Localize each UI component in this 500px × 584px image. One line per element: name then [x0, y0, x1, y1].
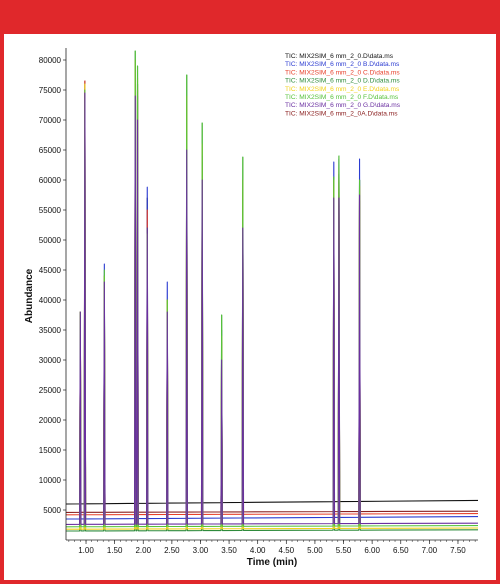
y-tick-label: 25000: [39, 386, 62, 395]
y-tick-label: 70000: [39, 116, 62, 125]
x-tick-label: 4.50: [279, 546, 295, 555]
x-tick-label: 4.00: [250, 546, 266, 555]
plot-area-background: [66, 48, 478, 540]
y-tick-label: 5000: [43, 506, 61, 515]
legend-entry: TIC: MIX2SIM_6 mm_2_0A.D\data.ms: [285, 110, 398, 117]
y-tick-label: 55000: [39, 206, 62, 215]
y-tick-label: 35000: [39, 326, 62, 335]
y-tick-label: 15000: [39, 446, 62, 455]
x-tick-label: 6.50: [393, 546, 409, 555]
y-tick-label: 80000: [39, 56, 62, 65]
legend-entry: TIC: MIX2SIM_6 mm_2_0 E.D\data.ms: [285, 86, 400, 93]
x-tick-label: 6.00: [364, 546, 380, 555]
x-tick-label: 7.50: [450, 546, 466, 555]
legend-entry: TIC: MIX2SIM_6 mm_2_0 D.D\data.ms: [285, 78, 400, 85]
x-axis: 1.00 1.50 2.00 2.50 3.00 3.50 4.00 4.50 5.00 5.50…: [66, 539, 478, 555]
x-tick-label: 1.50: [107, 546, 123, 555]
y-tick-label: 10000: [39, 476, 62, 485]
x-tick-label: 2.50: [164, 546, 180, 555]
y-tick-label: 50000: [39, 236, 62, 245]
y-axis-label: Abundance: [24, 268, 35, 323]
x-tick-label: 2.00: [135, 546, 151, 555]
x-axis-label: Time (min): [247, 557, 297, 568]
y-tick-label: 40000: [39, 296, 62, 305]
y-tick-label: 60000: [39, 176, 62, 185]
y-tick-label: 65000: [39, 146, 62, 155]
legend-entry: TIC: MIX2SIM_6 mm_2_0 B.D\data.ms: [285, 61, 400, 68]
y-tick-label: 20000: [39, 416, 62, 425]
x-tick-label: 5.50: [336, 546, 352, 555]
series-line-g: [65, 92, 479, 525]
y-tick-label: 75000: [39, 86, 62, 95]
y-tick-label: 45000: [39, 266, 62, 275]
x-tick-label: 3.50: [221, 546, 237, 555]
x-tick-label: 5.00: [307, 546, 323, 555]
x-tick-label: 1.00: [78, 546, 94, 555]
header-bar: [0, 0, 500, 34]
legend-entry: TIC: MIX2SIM_6 mm_2_0.D\data.ms: [285, 53, 394, 60]
y-axis: 5000 10000 15000 20000 25000 30000 35000 40000 4…: [39, 48, 67, 540]
x-tick-label: 3.00: [193, 546, 209, 555]
traces-group: [65, 50, 479, 532]
legend-entry: TIC: MIX2SIM_6 mm_2_0 C.D\data.ms: [285, 69, 400, 76]
y-tick-label: 30000: [39, 356, 62, 365]
x-tick-label: 7.00: [422, 546, 438, 555]
legend-entry: TIC: MIX2SIM_6 mm_2_0 G.D\data.ms: [285, 102, 401, 109]
legend-entry: TIC: MIX2SIM_6 mm_2_0 F.D\data.ms: [285, 94, 399, 101]
